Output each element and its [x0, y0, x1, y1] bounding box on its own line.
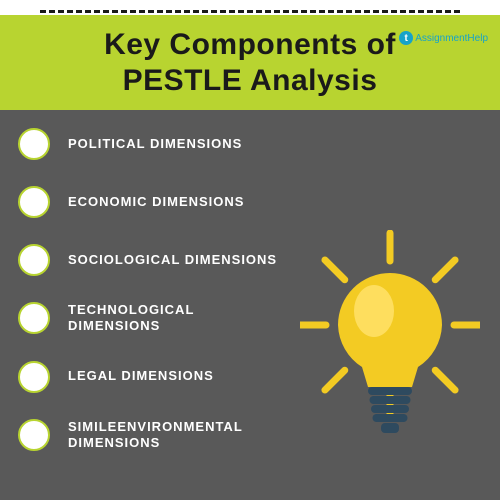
list-item: SOCIOLOGICAL DIMENSIONS — [18, 244, 278, 276]
logo-text: AssignmentHelp — [415, 33, 488, 44]
bullet-icon — [18, 128, 50, 160]
list-item: ECONOMIC DIMENSIONS — [18, 186, 278, 218]
title-line-1: Key Components of — [104, 28, 396, 61]
logo-glyph-icon: t — [399, 31, 413, 45]
components-list: POLITICAL DIMENSIONS ECONOMIC DIMENSIONS S… — [18, 128, 278, 451]
item-label: SIMILEENVIRONMENTAL DIMENSIONS — [68, 419, 278, 452]
item-label: TECHNOLOGICAL DIMENSIONS — [68, 302, 278, 335]
infographic-canvas: Key Components of PESTLE Analysis t Assi… — [0, 0, 500, 500]
page-title: Key Components of PESTLE Analysis — [104, 27, 396, 99]
header-bar: Key Components of PESTLE Analysis t Assi… — [0, 15, 500, 110]
item-label: LEGAL DIMENSIONS — [68, 368, 214, 384]
list-item: LEGAL DIMENSIONS — [18, 361, 278, 393]
top-dash-border — [40, 10, 460, 13]
bullet-icon — [18, 361, 50, 393]
list-item: POLITICAL DIMENSIONS — [18, 128, 278, 160]
lightbulb-icon — [300, 230, 480, 460]
body-panel: POLITICAL DIMENSIONS ECONOMIC DIMENSIONS S… — [0, 110, 500, 500]
bullet-icon — [18, 302, 50, 334]
item-label: SOCIOLOGICAL DIMENSIONS — [68, 252, 277, 268]
list-item: TECHNOLOGICAL DIMENSIONS — [18, 302, 278, 335]
bullet-icon — [18, 186, 50, 218]
list-item: SIMILEENVIRONMENTAL DIMENSIONS — [18, 419, 278, 452]
bullet-icon — [18, 419, 50, 451]
bullet-icon — [18, 244, 50, 276]
item-label: ECONOMIC DIMENSIONS — [68, 194, 244, 210]
item-label: POLITICAL DIMENSIONS — [68, 136, 242, 152]
title-line-2: PESTLE Analysis — [123, 64, 378, 97]
brand-logo: t AssignmentHelp — [399, 31, 488, 45]
